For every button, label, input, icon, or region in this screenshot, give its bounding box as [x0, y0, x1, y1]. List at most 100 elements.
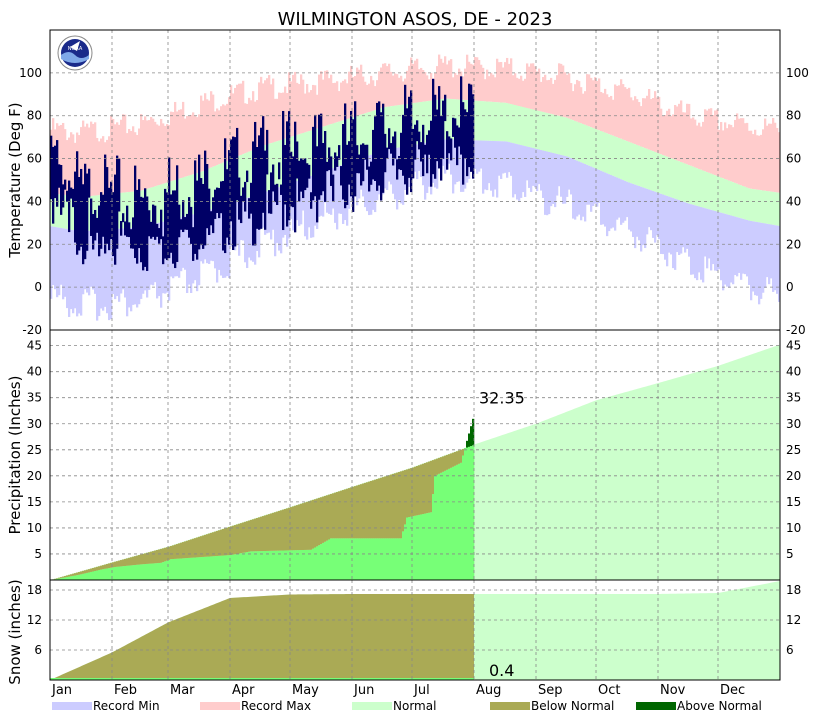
- record-max-bar: [612, 99, 615, 136]
- normal-range-bar: [64, 194, 67, 229]
- record-min-bar: [548, 151, 551, 215]
- temperature-tick-label-left: -20: [22, 323, 42, 337]
- record-max-bar: [594, 77, 597, 129]
- normal-range-bar: [762, 190, 765, 224]
- record-max-bar: [532, 63, 535, 110]
- record-min-bar: [732, 216, 735, 285]
- normal-range-bar: [330, 124, 333, 169]
- observed-temp-bar: [344, 103, 347, 209]
- record-min-bar: [340, 165, 343, 214]
- record-max-bar: [452, 77, 455, 100]
- normal-range-bar: [738, 184, 741, 218]
- record-max-bar: [486, 69, 489, 102]
- record-max-bar: [136, 134, 139, 192]
- observed-precip-bar: [410, 516, 413, 580]
- observed-precip-bar: [58, 578, 61, 580]
- below-normal-bar: [352, 486, 355, 539]
- normal-range-bar: [484, 101, 487, 141]
- normal-range-bar: [614, 136, 617, 177]
- normal-range-bar: [326, 125, 329, 171]
- record-min-bar: [106, 229, 109, 314]
- record-min-bar: [574, 159, 577, 220]
- record-min-bar: [708, 209, 711, 259]
- below-normal-bar: [126, 558, 129, 566]
- record-max-bar: [66, 140, 69, 196]
- record-min-bar: [620, 179, 623, 225]
- record-max-bar: [554, 79, 557, 115]
- record-min-bar: [728, 214, 731, 288]
- snow-tick-label-right: 18: [786, 583, 801, 597]
- record-max-bar: [82, 120, 85, 197]
- below-normal-bar: [406, 469, 409, 518]
- record-min-bar: [600, 170, 603, 225]
- record-min-bar: [230, 202, 233, 247]
- observed-temp-bar: [102, 194, 105, 237]
- record-max-bar: [664, 114, 667, 156]
- observed-temp-bar: [284, 144, 287, 205]
- record-min-bar: [558, 154, 561, 187]
- snow-tick-label-right: 6: [786, 643, 794, 657]
- observed-temp-bar: [162, 236, 165, 265]
- record-min-bar: [72, 230, 75, 314]
- observed-temp-bar: [260, 127, 263, 229]
- normal-range-bar: [426, 101, 429, 143]
- observed-precip-bar: [352, 538, 355, 580]
- record-min-bar: [478, 140, 481, 172]
- month-label: Mar: [170, 683, 195, 698]
- record-min-bar: [208, 209, 211, 264]
- record-max-bar: [708, 108, 711, 173]
- observed-precip-bar: [334, 538, 337, 580]
- observed-precip-bar: [282, 550, 285, 580]
- observed-precip-bar: [222, 555, 225, 580]
- record-max-bar: [622, 84, 625, 140]
- normal-range-bar: [758, 189, 761, 223]
- observed-precip-bar: [350, 538, 353, 580]
- below-normal-bar: [152, 551, 155, 564]
- record-max-bar: [712, 114, 715, 175]
- record-max-bar: [702, 121, 705, 171]
- record-max-bar: [562, 65, 565, 117]
- observed-precip-bar: [180, 558, 183, 580]
- record-max-bar: [740, 118, 743, 186]
- record-min-bar: [576, 160, 579, 217]
- observed-precip-bar: [394, 538, 397, 580]
- record-max-bar: [332, 83, 335, 124]
- observed-precip-bar: [270, 550, 273, 580]
- record-min-bar: [416, 144, 419, 180]
- snow-frame: [49, 579, 781, 681]
- observed-temp-bar: [120, 221, 123, 236]
- below-normal-bar: [436, 458, 439, 475]
- observed-temp-bar: [402, 114, 405, 176]
- below-normal-bar: [430, 460, 433, 513]
- observed-temp-bar: [352, 119, 355, 212]
- record-min-bar: [96, 230, 99, 321]
- record-min-bar: [660, 193, 663, 254]
- normal-range-bar: [358, 115, 361, 160]
- precipitation-tick-label-right: 15: [786, 495, 801, 509]
- record-max-bar: [150, 116, 153, 188]
- normal-range-bar: [672, 158, 675, 199]
- observed-temp-bar: [82, 184, 85, 265]
- record-max-bar: [248, 97, 251, 152]
- record-min-bar: [418, 143, 421, 171]
- normal-range-bar: [720, 177, 723, 213]
- below-normal-bar: [208, 533, 211, 557]
- observed-temp-bar: [72, 188, 75, 208]
- observed-precip-bar: [220, 555, 223, 580]
- below-normal-bar: [320, 497, 323, 545]
- record-max-bar: [312, 84, 315, 130]
- record-min-bar: [494, 141, 497, 190]
- observed-temp-bar: [140, 196, 143, 263]
- below-normal-bar: [328, 494, 331, 540]
- record-max-bar: [374, 86, 377, 111]
- record-min-bar: [572, 158, 575, 219]
- below-normal-bar: [272, 512, 275, 551]
- record-max-bar: [510, 58, 513, 105]
- record-min-bar: [644, 188, 647, 249]
- normal-range-bar: [516, 105, 519, 145]
- observed-precip-bar: [466, 447, 469, 580]
- below-normal-bar: [82, 570, 85, 574]
- record-max-bar: [102, 136, 105, 195]
- observed-precip-bar: [294, 550, 297, 580]
